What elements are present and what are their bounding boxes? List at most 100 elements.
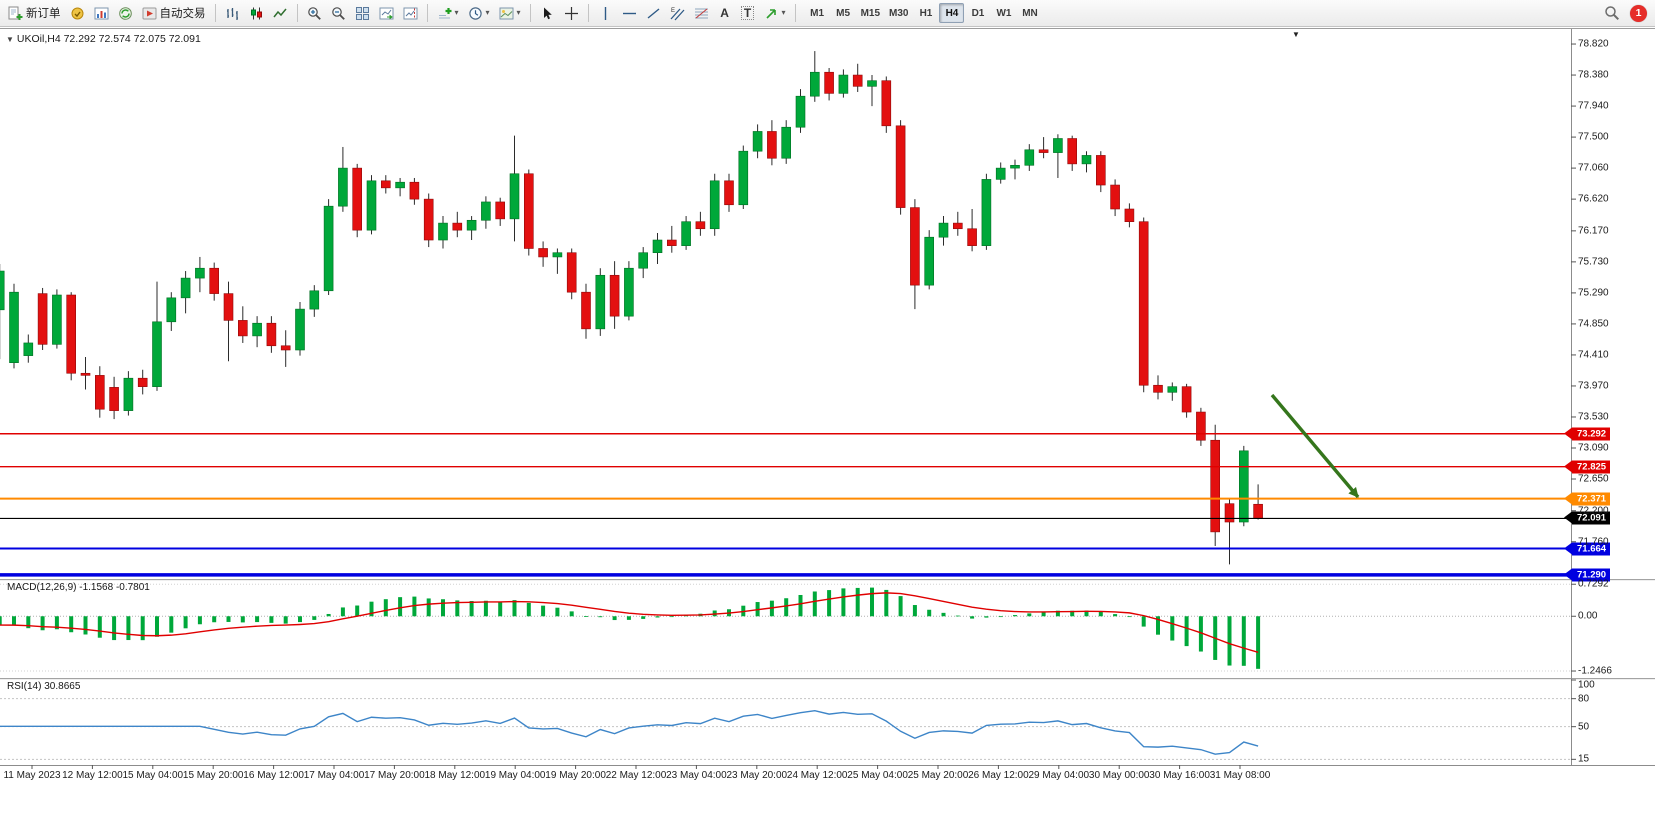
macd-histogram-bar [1141,616,1146,627]
candle-body [1081,155,1092,165]
timeframe-button-m15[interactable]: M15 [857,3,884,23]
macd-histogram-bar [998,616,1003,618]
candle-body [995,167,1006,180]
indicators-button[interactable]: ▾ [433,2,463,24]
macd-histogram-bar [827,590,832,617]
new-order-button[interactable]: 新订单 [4,2,65,24]
notification-badge[interactable]: 1 [1630,4,1647,22]
candlestick-chart-icon [249,6,264,21]
macd-histogram-bar [612,616,617,621]
bar-chart-button[interactable] [221,2,244,24]
timeframe-button-m30[interactable]: M30 [885,3,912,23]
date-axis-label: 29 May 04:00 [1028,770,1090,781]
text-label-button[interactable]: T [737,2,759,24]
periods-button[interactable]: ▾ [464,2,494,24]
text-tool-icon: A [720,6,729,20]
zoom-in-button[interactable] [303,2,326,24]
indicators-icon [437,6,452,21]
toolbar-separator [794,4,796,22]
date-axis-label: 11 May 2023 [3,770,61,781]
price-axis-label: 72.200 [1578,505,1609,517]
macd-histogram-bar [83,616,88,635]
candle-body [809,71,820,97]
equidistant-channel-button[interactable]: E [666,2,689,24]
symbol-ohlc-text: UKOil,H4 72.292 72.574 72.075 72.091 [16,33,201,45]
arrows-button[interactable]: ▾ [760,2,790,24]
macd-histogram-bar [298,616,302,623]
strategy-tester-icon [118,6,133,21]
candle-body [180,277,191,299]
chart-shift-button[interactable] [399,2,422,24]
price-tag-73.292[interactable]: 73.292 [1563,427,1611,441]
timeframe-button-mn[interactable]: MN [1017,3,1042,23]
macd-histogram-bar [0,616,2,626]
timeframe-button-h4[interactable]: H4 [939,3,965,23]
macd-histogram-bar [598,616,603,618]
zoom-out-button[interactable] [327,2,350,24]
candle-body [924,236,935,286]
rsi-axis-label: 15 [1578,753,1590,765]
toolbar: 新订单 自动交易 [0,0,1655,27]
timeframe-button-h1[interactable]: H1 [913,3,938,23]
tile-windows-button[interactable] [351,2,374,24]
autotrade-button[interactable]: 自动交易 [138,2,210,24]
candle-body [624,267,634,317]
crosshair-button[interactable] [560,2,583,24]
search-button[interactable] [1600,2,1624,24]
one-click-trading-toggle-icon[interactable]: ▼ [6,35,14,44]
vertical-line-button[interactable] [594,2,617,24]
text-button[interactable]: A [714,2,736,24]
toolbar-separator [426,4,428,22]
macd-histogram-bar [884,589,889,617]
macd-histogram-bar [283,616,288,624]
cursor-button[interactable] [536,2,559,24]
crosshair-icon [564,6,579,21]
candlestick-chart-button[interactable] [245,2,268,24]
date-axis-label: 22 May 12:00 [605,770,667,781]
dropdown-caret-icon: ▾ [516,8,521,17]
toolbar-separator [296,4,298,22]
candle-body [1138,221,1149,386]
text-label-icon: T [740,6,755,20]
price-tag-72.371[interactable]: 72.371 [1563,492,1611,506]
price-tag-72.825[interactable]: 72.825 [1563,460,1611,474]
macd-histogram-bar [426,598,431,617]
trendline-button[interactable] [642,2,665,24]
dropdown-caret-icon: ▾ [781,8,786,17]
timeframe-button-m5[interactable]: M5 [831,3,856,23]
zoom-in-icon [307,6,322,21]
macd-histogram-bar [97,616,102,638]
templates-button[interactable]: ▾ [495,2,525,24]
macd-histogram-bar [340,607,345,617]
macd-histogram-bar [1227,616,1232,666]
chart-canvas[interactable] [0,29,1655,787]
price-axis-label: 76.170 [1578,225,1609,237]
candle-body [852,74,863,87]
macd-signal-line [0,592,1259,653]
price-tag-71.664[interactable]: 71.664 [1563,542,1611,556]
candle-body [166,297,177,323]
macd-histogram-bar [398,597,403,617]
candle-body [552,252,563,258]
market-watch-button[interactable] [66,2,89,24]
line-chart-button[interactable] [269,2,292,24]
auto-scroll-button[interactable] [375,2,398,24]
timeframe-button-d1[interactable]: D1 [965,3,990,23]
date-axis-label: 15 May 04:00 [122,770,184,781]
candle-body [123,377,134,411]
macd-histogram-bar [1113,614,1118,617]
macd-histogram-bar [669,616,674,618]
strategy-tester-button[interactable] [114,2,137,24]
candle-body [1110,184,1120,210]
timeframe-button-w1[interactable]: W1 [991,3,1016,23]
fibonacci-button[interactable] [690,2,713,24]
timeframe-button-m1[interactable]: M1 [805,3,830,23]
rsi-axis-label: 100 [1578,679,1595,691]
price-tag-71.290[interactable]: 71.290 [1563,568,1611,582]
candle-body [252,322,262,337]
candle-body [523,173,534,249]
horizontal-line-button[interactable] [618,2,641,24]
price-tag-72.091[interactable]: 72.091 [1563,511,1611,525]
chart-shift-marker-icon[interactable]: ▼ [1292,30,1300,39]
data-window-button[interactable] [90,2,113,24]
